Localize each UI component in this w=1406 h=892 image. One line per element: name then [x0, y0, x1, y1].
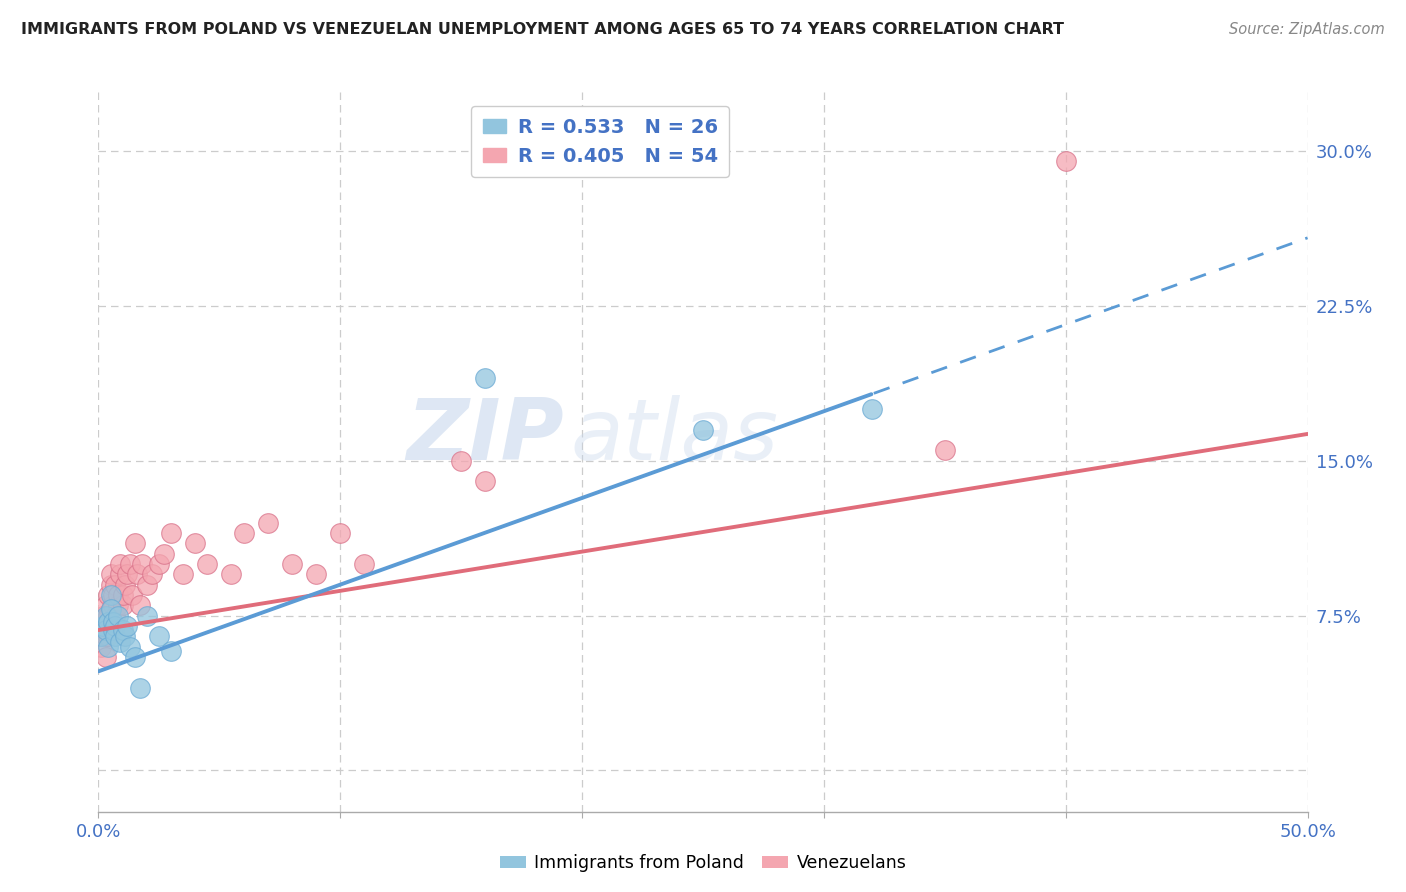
Point: [135, 608, 157, 623]
Text: atlas: atlas: [569, 394, 778, 477]
Point: [184, 536, 207, 550]
Point: [100, 588, 122, 602]
Point: [114, 577, 136, 591]
Point: [172, 567, 194, 582]
Point: [94, 608, 117, 623]
Point: [104, 619, 127, 633]
Point: [97, 615, 120, 629]
Point: [94, 623, 117, 637]
Point: [108, 557, 131, 571]
Point: [256, 516, 278, 530]
Point: [131, 557, 153, 571]
Point: [91, 623, 114, 637]
Text: Source: ZipAtlas.com: Source: ZipAtlas.com: [1229, 22, 1385, 37]
Point: [111, 623, 134, 637]
Point: [114, 629, 136, 643]
Point: [91, 615, 114, 629]
Point: [160, 643, 183, 657]
Point: [692, 423, 714, 437]
Text: IMMIGRANTS FROM POLAND VS VENEZUELAN UNEMPLOYMENT AMONG AGES 65 TO 74 YEARS CORR: IMMIGRANTS FROM POLAND VS VENEZUELAN UNE…: [21, 22, 1064, 37]
Point: [160, 526, 183, 541]
Point: [450, 454, 472, 468]
Point: [107, 608, 129, 623]
Point: [104, 629, 127, 643]
Point: [100, 602, 122, 616]
Point: [135, 577, 157, 591]
Point: [128, 681, 150, 695]
Legend: R = 0.533   N = 26, R = 0.405   N = 54: R = 0.533 N = 26, R = 0.405 N = 54: [471, 106, 730, 178]
Point: [195, 557, 218, 571]
Point: [90, 629, 112, 643]
Point: [104, 608, 127, 623]
Point: [100, 619, 122, 633]
Point: [107, 599, 129, 613]
Point: [100, 602, 122, 616]
Point: [124, 649, 146, 664]
Point: [91, 608, 114, 623]
Point: [101, 615, 124, 629]
Point: [104, 577, 127, 591]
Point: [94, 599, 117, 613]
Point: [94, 623, 117, 637]
Point: [141, 567, 163, 582]
Legend: Immigrants from Poland, Venezuelans: Immigrants from Poland, Venezuelans: [492, 847, 914, 879]
Point: [91, 619, 114, 633]
Point: [94, 629, 117, 643]
Point: [117, 567, 139, 582]
Point: [97, 608, 120, 623]
Point: [329, 526, 352, 541]
Point: [127, 567, 149, 582]
Point: [90, 629, 112, 643]
Point: [111, 599, 134, 613]
Point: [118, 640, 141, 654]
Point: [108, 635, 131, 649]
Point: [152, 547, 174, 561]
Point: [232, 526, 254, 541]
Point: [474, 371, 496, 385]
Point: [108, 567, 131, 582]
Point: [100, 567, 122, 582]
Point: [97, 588, 120, 602]
Point: [148, 557, 170, 571]
Point: [221, 567, 243, 582]
Point: [148, 629, 170, 643]
Point: [97, 640, 120, 654]
Point: [90, 619, 112, 633]
Point: [111, 588, 134, 602]
Point: [474, 475, 496, 489]
Point: [107, 588, 129, 602]
Point: [90, 640, 112, 654]
Point: [124, 536, 146, 550]
Point: [281, 557, 304, 571]
Point: [118, 557, 141, 571]
Point: [305, 567, 328, 582]
Point: [97, 629, 120, 643]
Point: [128, 599, 150, 613]
Point: [100, 577, 122, 591]
Point: [860, 402, 883, 417]
Point: [94, 649, 117, 664]
Point: [101, 588, 124, 602]
Text: ZIP: ZIP: [406, 394, 564, 477]
Point: [101, 599, 124, 613]
Point: [353, 557, 375, 571]
Point: [117, 619, 139, 633]
Point: [101, 623, 124, 637]
Point: [121, 588, 143, 602]
Point: [1054, 154, 1077, 169]
Point: [934, 443, 956, 458]
